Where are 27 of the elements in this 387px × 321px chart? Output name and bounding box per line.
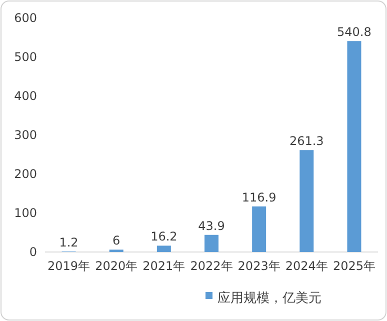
bar: [300, 150, 314, 252]
x-tick-label: 2023年: [238, 259, 280, 273]
y-tick-label: 200: [14, 167, 37, 181]
data-label: 116.9: [242, 190, 276, 204]
bar: [252, 206, 266, 252]
data-label: 540.8: [337, 25, 372, 40]
data-label: 6: [112, 234, 120, 248]
y-tick-label: 400: [14, 89, 37, 103]
x-tick-label: 2024年: [285, 259, 328, 273]
x-tick-label: 2025年: [332, 259, 376, 273]
bar: [347, 41, 362, 252]
data-label: 261.3: [289, 134, 324, 148]
data-label: 43.9: [198, 218, 225, 233]
legend-label: 应用规模，亿美元: [218, 290, 322, 306]
x-tick-label: 2021年: [142, 259, 186, 273]
y-tick-label: 500: [14, 50, 37, 64]
x-tick-label: 2020年: [95, 259, 138, 273]
y-tick-label: 0: [29, 245, 37, 259]
data-label: 1.2: [59, 236, 78, 250]
y-tick-label: 600: [14, 11, 37, 25]
y-tick-label: 100: [14, 206, 37, 220]
y-tick-label: 300: [14, 128, 37, 142]
x-tick-label: 2019年: [48, 259, 90, 273]
x-tick-label: 2022年: [190, 259, 233, 273]
data-label: 16.2: [150, 230, 178, 244]
bar: [204, 234, 218, 252]
bar: [156, 246, 171, 252]
